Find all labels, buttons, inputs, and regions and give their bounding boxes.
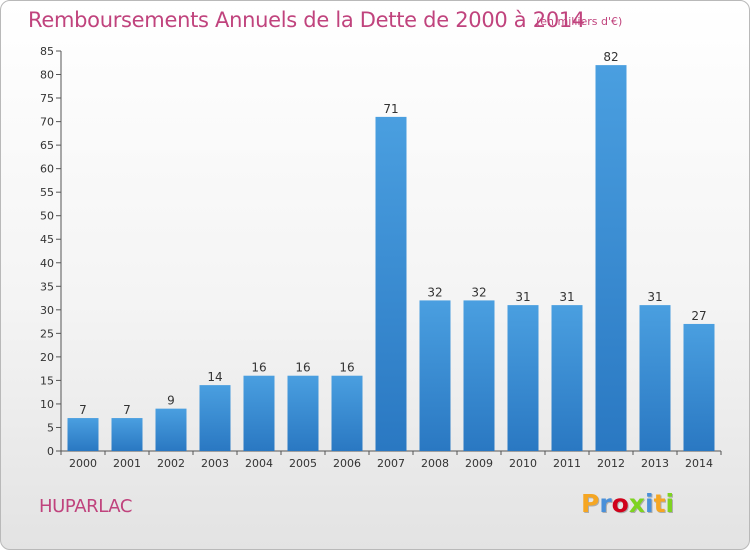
bar-2009 (463, 300, 495, 451)
y-tick-label: 80 (40, 69, 54, 82)
data-label-2003: 14 (207, 370, 222, 384)
logo-letter: i (665, 489, 675, 518)
bar-2014 (683, 323, 715, 451)
bar-2012 (595, 65, 627, 451)
y-tick-label: 85 (40, 45, 54, 58)
y-tick-label: 35 (40, 280, 54, 293)
bar-2008 (419, 300, 451, 451)
bar-2002 (155, 408, 187, 451)
y-tick-label: 20 (40, 351, 54, 364)
x-tick-label-2005: 2005 (289, 457, 317, 470)
chart-title: Remboursements Annuels de la Dette de 20… (28, 8, 585, 32)
y-tick-label: 70 (40, 116, 54, 129)
x-tick-label-2006: 2006 (333, 457, 361, 470)
bar-2003 (199, 385, 231, 451)
y-tick-label: 75 (40, 92, 54, 105)
x-tick-label-2013: 2013 (641, 457, 669, 470)
chart-subtitle: (en milliers d'€) (536, 15, 623, 28)
data-label-2009: 32 (471, 285, 486, 299)
x-tick-label-2010: 2010 (509, 457, 537, 470)
commune-name: HUPARLAC (39, 496, 133, 517)
data-label-2014: 27 (691, 309, 706, 323)
bar-2013 (639, 305, 671, 451)
bar-2004 (243, 375, 275, 451)
logo-letter: t (653, 489, 666, 518)
proxiti-logo: Proxiti (581, 489, 674, 518)
data-labels: 7 7 9 14 16 16 16 71 32 32 31 31 82 31 27 (79, 50, 706, 417)
y-tick-label: 45 (40, 233, 54, 246)
y-tick-label: 60 (40, 163, 54, 176)
x-tick-label-2011: 2011 (553, 457, 581, 470)
data-label-2010: 31 (515, 290, 530, 304)
logo-letter: P (581, 489, 600, 518)
bar-2005 (287, 375, 319, 451)
data-label-2005: 16 (295, 361, 310, 375)
x-tick-label-2014: 2014 (685, 457, 713, 470)
y-tick-label: 5 (47, 421, 54, 434)
bar-2000 (67, 418, 99, 451)
x-tick-label-2009: 2009 (465, 457, 493, 470)
x-tick-label-2004: 2004 (245, 457, 273, 470)
x-tick-label-2002: 2002 (157, 457, 185, 470)
logo-letter: i (645, 489, 654, 518)
data-label-2004: 16 (251, 361, 266, 375)
logo-letter: x (628, 489, 645, 518)
x-tick-label-2007: 2007 (377, 457, 405, 470)
y-tick-label: 30 (40, 304, 54, 317)
y-tick-label: 40 (40, 257, 54, 270)
bar-2007 (375, 116, 407, 451)
bar-2011 (551, 305, 583, 451)
y-axis: 0 5 10 15 20 25 30 35 40 45 50 55 60 65 70 75 80 85 (40, 45, 62, 458)
x-tick-label-2008: 2008 (421, 457, 449, 470)
data-label-2012: 82 (603, 50, 618, 64)
x-tick-label-2003: 2003 (201, 457, 229, 470)
y-tick-label: 10 (40, 398, 54, 411)
bars (67, 65, 715, 451)
bar-2001 (111, 418, 143, 451)
x-axis: 2000 2001 2002 2003 2004 2005 2006 2007 2008 2009… (60, 450, 722, 470)
x-tick-label-2000: 2000 (69, 457, 97, 470)
y-tick-label: 0 (47, 445, 54, 458)
data-label-2013: 31 (647, 290, 662, 304)
y-tick-label: 50 (40, 210, 54, 223)
data-label-2002: 9 (167, 394, 175, 408)
y-tick-label: 55 (40, 186, 54, 199)
data-label-2001: 7 (123, 403, 131, 417)
x-tick-label-2012: 2012 (597, 457, 625, 470)
data-label-2000: 7 (79, 403, 87, 417)
data-label-2007: 71 (383, 102, 398, 116)
bar-2006 (331, 375, 363, 451)
x-tick-label-2001: 2001 (113, 457, 141, 470)
y-tick-label: 65 (40, 139, 54, 152)
data-label-2006: 16 (339, 361, 354, 375)
y-tick-label: 15 (40, 374, 54, 387)
data-label-2008: 32 (427, 285, 442, 299)
y-tick-label: 25 (40, 327, 54, 340)
data-label-2011: 31 (559, 290, 574, 304)
logo-letter: r (599, 489, 612, 518)
logo-letter: o (611, 489, 629, 518)
bar-2010 (507, 305, 539, 451)
